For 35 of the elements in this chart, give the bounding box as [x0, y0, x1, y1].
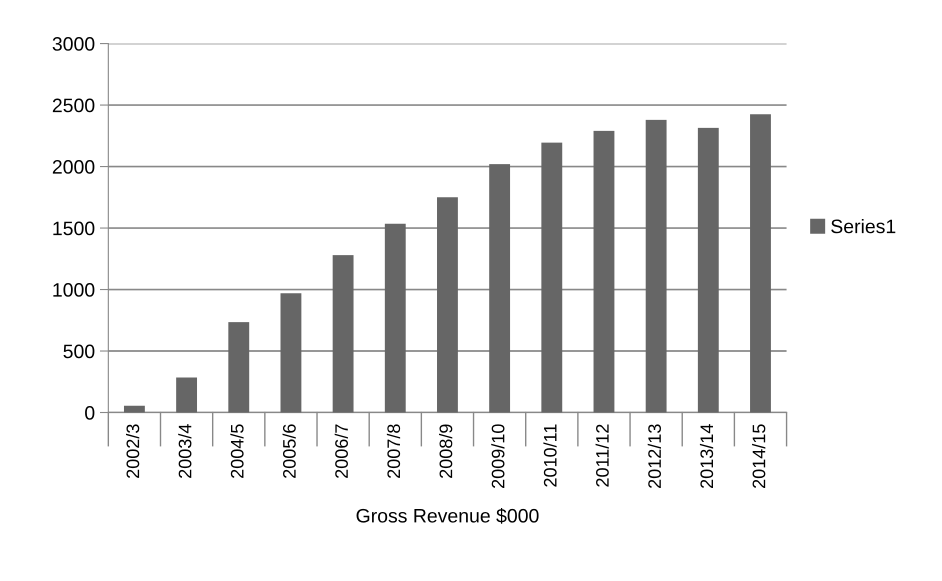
bar [541, 142, 562, 413]
x-tick-label: 2009/10 [491, 424, 504, 488]
bar [332, 255, 354, 413]
bar [489, 164, 510, 413]
x-tick-label: 2002/3 [126, 424, 140, 478]
y-tick-label: 500 [63, 344, 94, 358]
x-tick-label: 2008/9 [439, 424, 452, 478]
x-tick-label: 2005/6 [282, 424, 296, 478]
y-tick-label: 2000 [52, 160, 94, 174]
x-axis-title: Gross Revenue $000 [356, 508, 539, 524]
bar [437, 197, 458, 413]
x-tick-label: 2003/4 [178, 424, 192, 478]
x-tick-label: 2006/7 [334, 424, 348, 478]
bar [124, 406, 145, 413]
x-tick-label: 2011/12 [596, 424, 609, 487]
bar [280, 293, 302, 413]
bar [384, 224, 406, 413]
x-tick-label: 2013/14 [700, 424, 714, 488]
y-tick-label: 1000 [53, 283, 94, 297]
bar [594, 130, 614, 413]
bar [698, 128, 719, 413]
bar [646, 120, 667, 413]
x-tick-label: 2014/15 [752, 424, 766, 488]
y-tick-label: 1500 [53, 222, 94, 236]
bar [228, 322, 250, 413]
bar [176, 377, 198, 413]
y-tick-label: 0 [85, 406, 94, 420]
bar [750, 114, 771, 413]
x-tick-label: 2012/13 [648, 424, 661, 488]
x-tick-label: 2004/5 [230, 424, 244, 478]
legend-label: Series1 [831, 218, 896, 234]
x-tick-label: 2007/8 [386, 424, 400, 478]
y-tick-label: 3000 [52, 37, 94, 51]
x-tick-label: 2010/11 [543, 424, 557, 487]
y-tick-label: 2500 [52, 98, 94, 112]
